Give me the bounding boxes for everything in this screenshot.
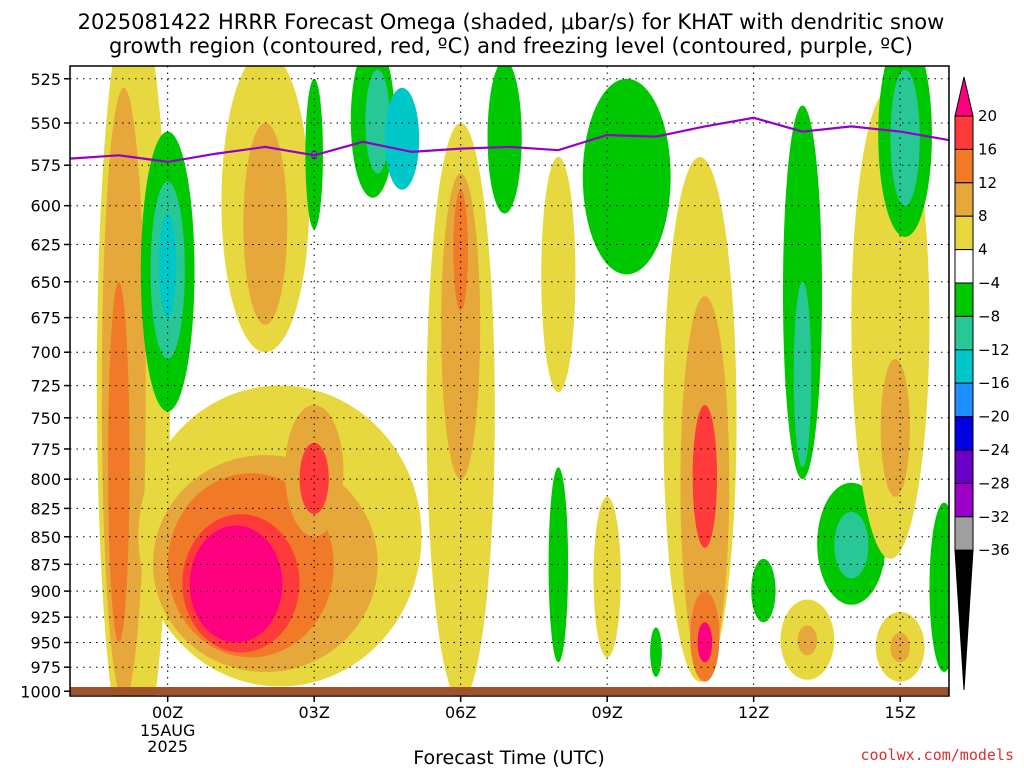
colorbar-label-12: −32 xyxy=(978,508,1010,526)
colorbar-label-11: −28 xyxy=(978,474,1010,492)
omega-region-26 xyxy=(593,496,621,658)
colorbar-swatch-6 xyxy=(954,315,974,351)
freezing-level-contour: 0 xyxy=(70,116,949,164)
omega-region-14 xyxy=(299,442,329,515)
x-tick-label-12Z: 12Z xyxy=(738,703,769,722)
colorbar-label-6: −8 xyxy=(978,307,1000,325)
freezing-level-line xyxy=(70,116,949,164)
omega-region-43 xyxy=(890,69,920,206)
colorbar-swatch-11 xyxy=(954,482,974,518)
colorbar-swatch-4 xyxy=(954,249,974,284)
y-tick-label-600: 600 xyxy=(30,197,61,216)
x-tick-label-06Z: 06Z xyxy=(445,703,476,722)
y-tick-label-625: 625 xyxy=(30,235,61,254)
omega-region-27 xyxy=(650,627,662,677)
y-tick-label-900: 900 xyxy=(30,582,61,601)
colorbar-label-9: −20 xyxy=(978,408,1010,426)
x-tick-label-09Z: 09Z xyxy=(592,703,623,722)
colorbar-top-arrow xyxy=(954,76,974,117)
x-axis-title: Forecast Time (UTC) xyxy=(413,747,604,768)
x-tick-label-03Z: 03Z xyxy=(299,703,330,722)
credit-text: coolwx.com/models xyxy=(860,746,1014,764)
colorbar-bottom-arrow xyxy=(954,549,974,691)
x-tick-sublabel-1: 2025 xyxy=(147,737,188,756)
colorbar-swatch-0 xyxy=(954,115,974,150)
colorbar-swatch-12 xyxy=(954,516,974,551)
x-tick-sublabel-0: 15AUG xyxy=(140,721,195,740)
chart-title-line-1: 2025081422 HRRR Forecast Omega (shaded, … xyxy=(78,10,945,34)
y-tick-label-875: 875 xyxy=(30,555,61,574)
chart-title-line-2: growth region (contoured, red, ºC) and f… xyxy=(109,34,913,58)
omega-region-34 xyxy=(793,281,812,468)
y-tick-label-525: 525 xyxy=(30,70,61,89)
colorbar-label-7: −12 xyxy=(978,341,1010,359)
pressure-axis: 525 550 575 600 625 650 675 700 725 750 775 800 825 8… xyxy=(20,70,70,701)
omega-region-41 xyxy=(880,358,910,497)
colorbar-swatch-9 xyxy=(954,416,974,451)
x-tick-label-15Z: 15Z xyxy=(885,703,916,722)
omega-region-18 xyxy=(384,87,420,190)
colorbar-swatch-2 xyxy=(954,182,974,217)
omega-region-23 xyxy=(541,156,576,393)
y-tick-label-775: 775 xyxy=(30,440,61,459)
omega-region-25 xyxy=(582,78,671,275)
y-tick-label-950: 950 xyxy=(30,634,61,653)
omega-region-35 xyxy=(751,558,776,623)
y-tick-label-850: 850 xyxy=(30,528,61,547)
y-tick-label-975: 975 xyxy=(30,658,61,677)
y-tick-label-575: 575 xyxy=(30,156,61,175)
colorbar-label-2: 12 xyxy=(978,174,997,192)
x-tick-label-00Z: 00Z xyxy=(152,703,183,722)
y-tick-label-1000: 1000 xyxy=(20,682,61,701)
y-tick-label-750: 750 xyxy=(30,409,61,428)
omega-region-15 xyxy=(305,78,323,230)
omega-colorbar: 20 16 12 8 4 −4 −8 −12 −16 −20 −24 −28 −32 −36 xyxy=(954,76,1010,691)
omega-region-45 xyxy=(890,632,910,663)
colorbar-label-5: −4 xyxy=(978,274,1000,292)
colorbar-swatch-10 xyxy=(954,449,974,484)
colorbar-swatch-1 xyxy=(954,148,974,184)
plot-frame xyxy=(69,65,950,697)
omega-region-12 xyxy=(243,122,288,325)
omega-region-46 xyxy=(929,502,949,673)
colorbar-label-8: −16 xyxy=(978,374,1010,392)
colorbar-label-1: 16 xyxy=(978,140,997,158)
freezing-level-label: 0 xyxy=(310,148,318,162)
y-tick-label-675: 675 xyxy=(30,309,61,328)
y-tick-label-800: 800 xyxy=(30,470,61,489)
omega-region-10 xyxy=(189,525,283,643)
grid-lines xyxy=(70,66,949,696)
y-tick-label-725: 725 xyxy=(30,377,61,396)
colorbar-label-13: −36 xyxy=(978,541,1010,559)
colorbar-label-3: 8 xyxy=(978,207,988,225)
omega-region-17 xyxy=(365,69,390,174)
ground-surface xyxy=(70,687,949,695)
y-tick-label-650: 650 xyxy=(30,273,61,292)
omega-region-30 xyxy=(692,405,718,548)
colorbar-label-4: 4 xyxy=(978,241,988,259)
omega-region-39 xyxy=(834,511,869,579)
omega-region-2 xyxy=(108,281,130,643)
y-tick-label-550: 550 xyxy=(30,114,61,133)
omega-region-32 xyxy=(697,622,713,663)
omega-region-37 xyxy=(797,625,818,656)
colorbar-swatch-5 xyxy=(954,282,974,317)
colorbar-swatch-3 xyxy=(954,215,974,251)
omega-region-22 xyxy=(487,66,522,214)
omega-region-21 xyxy=(453,189,468,311)
y-tick-label-925: 925 xyxy=(30,608,61,627)
colorbar-swatch-8 xyxy=(954,382,974,418)
colorbar-label-0: 20 xyxy=(978,107,997,125)
omega-region-5 xyxy=(158,213,177,318)
y-tick-label-700: 700 xyxy=(30,343,61,362)
colorbar-label-10: −24 xyxy=(978,441,1010,459)
colorbar-swatch-7 xyxy=(954,349,974,384)
y-tick-label-825: 825 xyxy=(30,499,61,518)
